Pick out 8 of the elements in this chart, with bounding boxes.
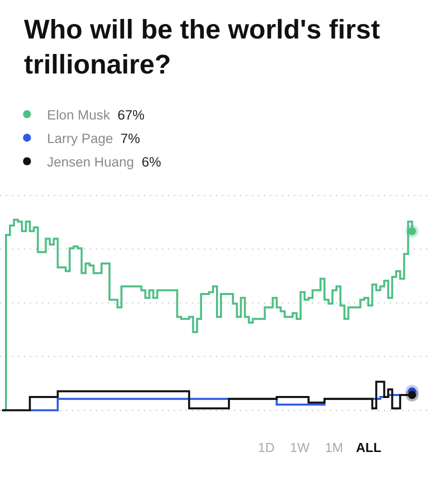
text: 1W bbox=[290, 440, 310, 455]
legend-label: Elon Musk 67% bbox=[47, 107, 145, 122]
legend-label: Larry Page 7% bbox=[47, 130, 140, 146]
legend-label: Jensen Huang 6% bbox=[47, 154, 162, 170]
text: 1D bbox=[258, 440, 275, 455]
text: 1M bbox=[325, 440, 344, 455]
chart-title: Who will be the world's first trillionaire? bbox=[24, 14, 380, 80]
text: ALL bbox=[356, 440, 382, 455]
